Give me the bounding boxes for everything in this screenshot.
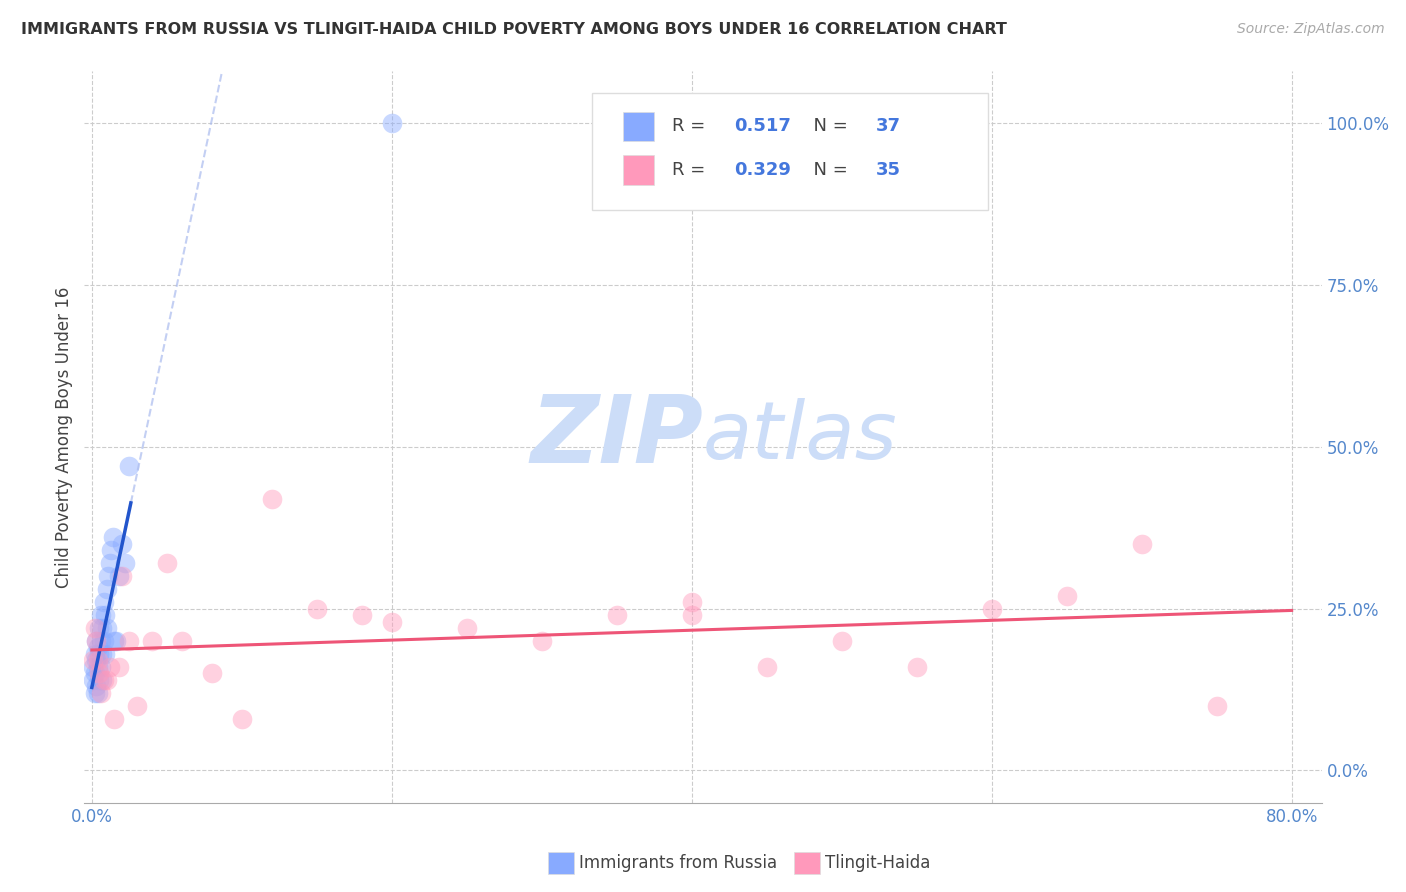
Point xyxy=(755,660,778,674)
Point xyxy=(260,491,283,506)
Point xyxy=(100,543,122,558)
Point xyxy=(91,621,114,635)
Text: R =: R = xyxy=(672,117,711,136)
Point xyxy=(87,640,110,655)
Point xyxy=(103,634,125,648)
Point xyxy=(101,530,124,544)
Point xyxy=(87,686,110,700)
Text: 0.329: 0.329 xyxy=(734,161,790,179)
Point xyxy=(156,557,179,571)
Point xyxy=(87,660,110,674)
Point xyxy=(86,634,108,648)
Point xyxy=(305,601,328,615)
Point xyxy=(89,647,111,661)
Point xyxy=(89,673,111,687)
Point xyxy=(83,666,105,681)
Point xyxy=(82,653,104,667)
Point xyxy=(201,666,224,681)
Text: 35: 35 xyxy=(876,161,901,179)
Text: N =: N = xyxy=(801,117,853,136)
Point xyxy=(125,698,148,713)
Point xyxy=(91,647,114,661)
Point xyxy=(104,634,127,648)
Point xyxy=(980,601,1002,615)
Text: IMMIGRANTS FROM RUSSIA VS TLINGIT-HAIDA CHILD POVERTY AMONG BOYS UNDER 16 CORREL: IMMIGRANTS FROM RUSSIA VS TLINGIT-HAIDA … xyxy=(21,22,1007,37)
Point xyxy=(108,660,131,674)
Point xyxy=(86,653,108,667)
FancyBboxPatch shape xyxy=(592,94,987,211)
Point xyxy=(90,608,112,623)
Point xyxy=(93,673,115,687)
Text: R =: R = xyxy=(672,161,711,179)
Point xyxy=(1205,698,1227,713)
Point xyxy=(456,621,478,635)
Point xyxy=(83,647,105,661)
Text: 0.517: 0.517 xyxy=(734,117,790,136)
Bar xyxy=(623,155,654,185)
Point xyxy=(231,712,253,726)
Point xyxy=(98,660,121,674)
Text: Immigrants from Russia: Immigrants from Russia xyxy=(579,855,778,872)
Point xyxy=(350,608,373,623)
Point xyxy=(83,686,105,700)
Point xyxy=(82,660,104,674)
Bar xyxy=(623,112,654,141)
Text: Source: ZipAtlas.com: Source: ZipAtlas.com xyxy=(1237,22,1385,37)
Point xyxy=(97,569,120,583)
Point xyxy=(1056,589,1078,603)
Point xyxy=(83,621,105,635)
Point xyxy=(96,673,118,687)
Point xyxy=(681,608,703,623)
Point xyxy=(170,634,193,648)
Point xyxy=(86,634,108,648)
Point xyxy=(90,634,112,648)
Point xyxy=(91,673,114,687)
Point xyxy=(94,608,117,623)
Point xyxy=(96,621,118,635)
Point xyxy=(87,653,110,667)
Point xyxy=(96,582,118,597)
Text: atlas: atlas xyxy=(703,398,898,476)
Point xyxy=(118,459,141,474)
Point xyxy=(114,557,136,571)
Y-axis label: Child Poverty Among Boys Under 16: Child Poverty Among Boys Under 16 xyxy=(55,286,73,588)
Point xyxy=(381,615,404,629)
Point xyxy=(89,666,111,681)
Point xyxy=(94,647,117,661)
Point xyxy=(86,679,108,693)
Point xyxy=(381,116,404,130)
Point xyxy=(681,595,703,609)
Point xyxy=(103,712,125,726)
Point xyxy=(90,686,112,700)
Point xyxy=(93,595,115,609)
Text: N =: N = xyxy=(801,161,853,179)
Point xyxy=(606,608,628,623)
Point xyxy=(108,569,131,583)
Text: ZIP: ZIP xyxy=(530,391,703,483)
Point xyxy=(93,634,115,648)
Point xyxy=(98,557,121,571)
Point xyxy=(118,634,141,648)
Text: Tlingit-Haida: Tlingit-Haida xyxy=(825,855,931,872)
Point xyxy=(82,673,104,687)
Point xyxy=(1130,537,1153,551)
Point xyxy=(831,634,853,648)
Text: 37: 37 xyxy=(876,117,901,136)
Point xyxy=(141,634,163,648)
Point xyxy=(530,634,553,648)
Point xyxy=(905,660,928,674)
Point xyxy=(111,569,134,583)
Point xyxy=(90,660,112,674)
Point xyxy=(89,621,111,635)
Point xyxy=(111,537,134,551)
